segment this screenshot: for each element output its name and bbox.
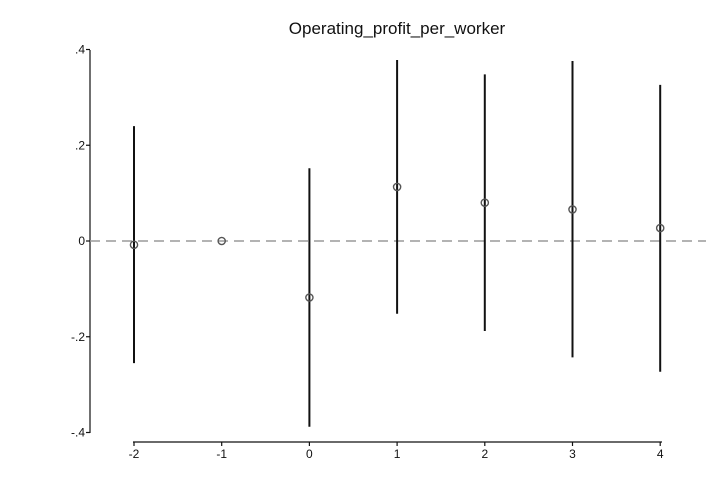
chart-title: Operating_profit_per_worker xyxy=(289,19,506,38)
point-estimate-marker xyxy=(129,240,139,250)
point-estimate-marker xyxy=(392,182,402,192)
confidence-interval-group xyxy=(133,60,662,427)
point-estimate-marker xyxy=(655,223,665,233)
point-estimate-group xyxy=(129,182,665,302)
x-tick-group: -2 -1 0 1 2 3 4 xyxy=(129,442,664,461)
point-estimate-marker xyxy=(217,236,226,246)
y-tick-label: -.2 xyxy=(71,330,85,344)
y-tick-group: -.4 -.2 0 .2 .4 xyxy=(71,43,90,440)
x-tick-label: -1 xyxy=(216,447,227,461)
x-tick-label: 3 xyxy=(569,447,576,461)
y-tick-label: .4 xyxy=(75,43,85,57)
x-tick-label: 2 xyxy=(481,447,488,461)
point-estimate-marker xyxy=(305,293,314,302)
x-tick-label: -2 xyxy=(129,447,140,461)
x-tick-label: 4 xyxy=(657,447,664,461)
x-tick-label: 1 xyxy=(394,447,401,461)
y-tick-label: -.4 xyxy=(71,426,85,440)
point-estimate-marker xyxy=(480,198,490,207)
y-tick-label: .2 xyxy=(75,138,85,152)
x-tick-label: 0 xyxy=(306,447,313,461)
y-tick-label: 0 xyxy=(78,234,85,248)
point-estimate-marker xyxy=(568,205,577,214)
